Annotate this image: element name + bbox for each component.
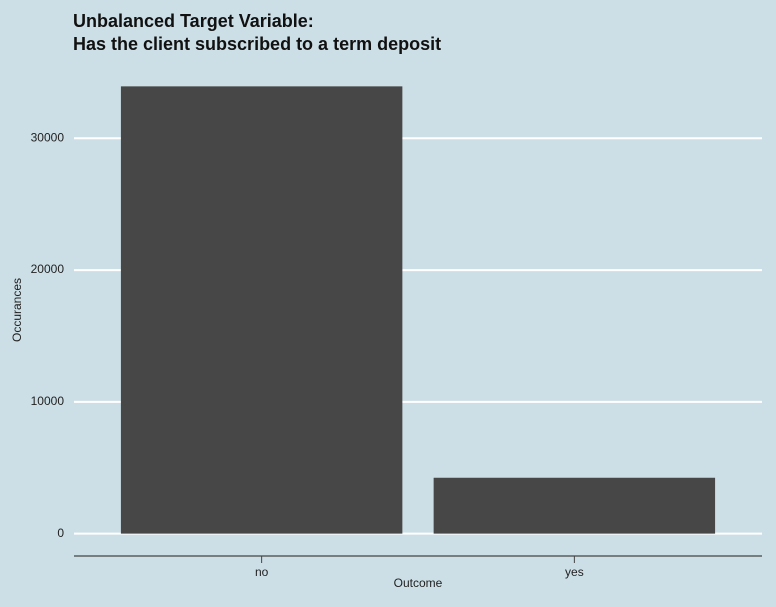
y-tick-label: 20000 bbox=[31, 262, 65, 276]
bar bbox=[120, 86, 403, 534]
x-tick-label: no bbox=[255, 565, 269, 579]
x-axis-label: Outcome bbox=[394, 576, 443, 590]
y-axis-label: Occurances bbox=[10, 278, 24, 342]
y-tick-label: 0 bbox=[57, 526, 64, 540]
chart-title: Has the client subscribed to a term depo… bbox=[73, 34, 441, 54]
chart-title: Unbalanced Target Variable: bbox=[73, 11, 314, 31]
bar bbox=[433, 477, 716, 534]
y-tick-label: 30000 bbox=[31, 130, 65, 144]
x-tick-label: yes bbox=[565, 565, 584, 579]
y-tick-label: 10000 bbox=[31, 394, 65, 408]
